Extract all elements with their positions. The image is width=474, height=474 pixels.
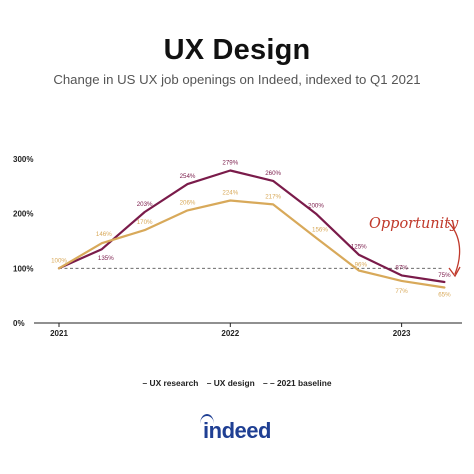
series-lines bbox=[57, 169, 446, 289]
data-label-ux-research: 279% bbox=[222, 159, 238, 166]
logo-arc-icon bbox=[200, 414, 215, 424]
logo-text: indeed bbox=[203, 418, 271, 443]
data-labels: 135% 203% 254% 279% 260% 200% 125% 87% 75% 100% 14… bbox=[51, 159, 451, 298]
y-tick-label: 200% bbox=[13, 210, 33, 219]
y-tick-label: 0% bbox=[13, 319, 25, 328]
data-label-ux-research: 75% bbox=[438, 272, 451, 279]
indeed-logo: indeed bbox=[0, 414, 474, 444]
x-tick-label: 2022 bbox=[221, 329, 239, 338]
logo-wordmark: indeed bbox=[200, 414, 271, 444]
data-label-ux-research: 200% bbox=[308, 203, 324, 210]
x-axis-ticks: 2021 2022 2023 bbox=[50, 323, 411, 338]
data-label-ux-design: 77% bbox=[395, 288, 408, 295]
chart-legend: – UX research – UX design – – 2021 basel… bbox=[0, 378, 474, 388]
legend-mark-baseline: – – bbox=[263, 378, 275, 388]
legend-label-ux-design: UX design bbox=[213, 378, 255, 388]
data-label-ux-research: 125% bbox=[351, 244, 367, 251]
opportunity-annotation: Opportunity bbox=[369, 216, 461, 278]
data-label-ux-design: 100% bbox=[51, 257, 67, 264]
legend-item-ux-design: – UX design bbox=[207, 378, 257, 388]
data-label-ux-design: 206% bbox=[180, 199, 196, 206]
y-tick-label: 100% bbox=[13, 264, 33, 273]
series-line-ux-research bbox=[57, 169, 446, 284]
legend-item-baseline: – – 2021 baseline bbox=[263, 378, 331, 388]
y-axis-ticks: 0% 100% 200% 300% bbox=[13, 155, 33, 328]
data-label-ux-research: 203% bbox=[137, 201, 153, 208]
data-label-ux-design: 217% bbox=[265, 193, 281, 200]
data-label-ux-design: 96% bbox=[355, 262, 368, 269]
data-label-ux-design: 156% bbox=[312, 227, 328, 234]
chart-title: UX Design bbox=[163, 34, 311, 66]
data-label-ux-research: 87% bbox=[395, 264, 408, 271]
legend-mark-ux-design: – bbox=[206, 378, 212, 388]
legend-label-ux-research: UX research bbox=[149, 378, 199, 388]
data-label-ux-design: 146% bbox=[96, 231, 112, 238]
legend-label-baseline: 2021 baseline bbox=[277, 378, 332, 388]
data-label-ux-research: 260% bbox=[265, 170, 281, 177]
legend-item-ux-research: – UX research bbox=[143, 378, 201, 388]
data-label-ux-research: 135% bbox=[98, 255, 114, 262]
data-label-ux-research: 254% bbox=[180, 173, 196, 180]
chart-subtitle: Change in US UX job openings on Indeed, … bbox=[53, 72, 421, 87]
y-tick-label: 300% bbox=[13, 155, 33, 164]
data-label-ux-design: 65% bbox=[438, 291, 451, 298]
legend-mark-ux-research: – bbox=[142, 378, 148, 388]
data-label-ux-design: 170% bbox=[137, 219, 153, 226]
x-tick-label: 2023 bbox=[393, 329, 411, 338]
data-label-ux-design: 224% bbox=[222, 190, 238, 197]
annotation-arrow bbox=[447, 221, 461, 275]
x-tick-label: 2021 bbox=[50, 329, 68, 338]
annotation-text: Opportunity bbox=[369, 216, 459, 232]
annotation-arrowhead bbox=[448, 266, 461, 278]
series-line-ux-design bbox=[57, 199, 446, 289]
